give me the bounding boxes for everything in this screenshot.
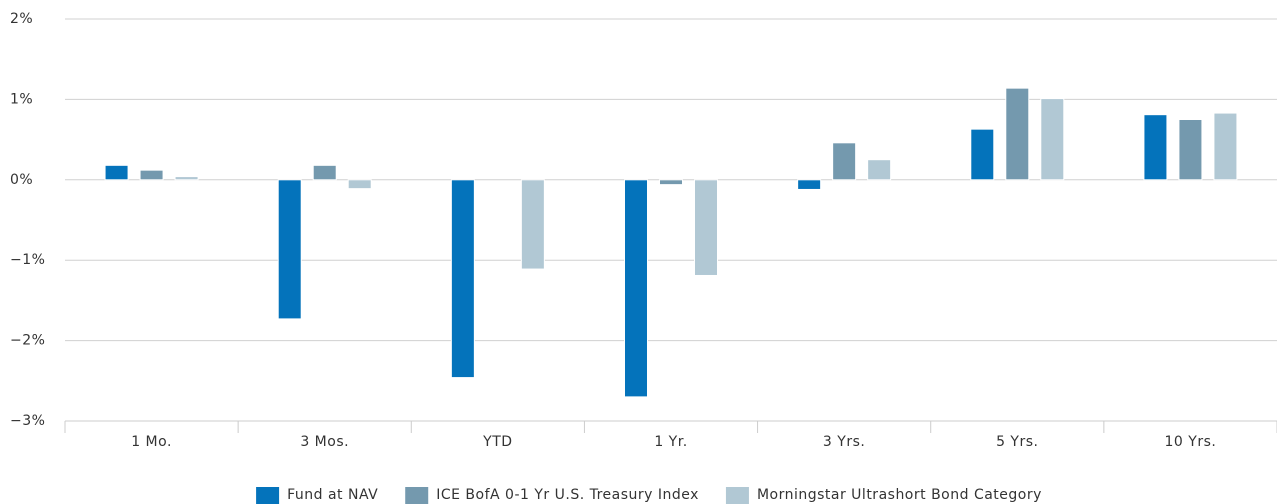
legend: Fund at NAV ICE BofA 0-1 Yr U.S. Treasury… — [256, 487, 1042, 504]
y-tick-label: 0% — [10, 172, 33, 188]
bar — [832, 142, 857, 181]
bar — [347, 179, 372, 190]
bar — [797, 179, 822, 190]
x-tick-label: YTD — [482, 434, 512, 450]
legend-swatch — [405, 487, 429, 504]
legend-label: Fund at NAV — [287, 487, 378, 503]
bar — [1040, 98, 1065, 181]
bar — [624, 179, 648, 398]
x-tick-label: 5 Yrs. — [996, 434, 1038, 450]
legend-label: ICE BofA 0-1 Yr U.S. Treasury Index — [436, 487, 699, 503]
x-tick-label: 3 Mos. — [300, 434, 349, 450]
bar — [1213, 112, 1238, 181]
bar — [1143, 114, 1168, 181]
y-tick-label: 2% — [10, 11, 33, 27]
bar — [277, 179, 302, 320]
bar — [174, 176, 199, 181]
legend-swatch — [256, 487, 280, 504]
bar — [450, 179, 475, 379]
bar — [659, 179, 683, 186]
bar — [970, 128, 995, 181]
y-tick-label: −1% — [10, 252, 45, 268]
bar — [867, 159, 892, 181]
bar — [312, 164, 337, 181]
bar — [1178, 119, 1203, 181]
y-tick-label: −3% — [10, 413, 45, 429]
bar — [139, 169, 164, 181]
bar — [694, 179, 718, 276]
legend-label: Morningstar Ultrashort Bond Category — [757, 487, 1042, 503]
x-tick-label: 1 Yr. — [654, 434, 687, 450]
y-tick-label: −2% — [10, 333, 45, 349]
y-tick-label: 1% — [10, 91, 33, 107]
x-tick-label: 1 Mo. — [131, 434, 172, 450]
x-tick-label: 3 Yrs. — [823, 434, 865, 450]
bar — [1005, 87, 1030, 181]
bar — [104, 164, 129, 181]
x-tick-label: 10 Yrs. — [1165, 434, 1217, 450]
legend-swatch — [725, 487, 749, 504]
bar — [520, 179, 545, 270]
